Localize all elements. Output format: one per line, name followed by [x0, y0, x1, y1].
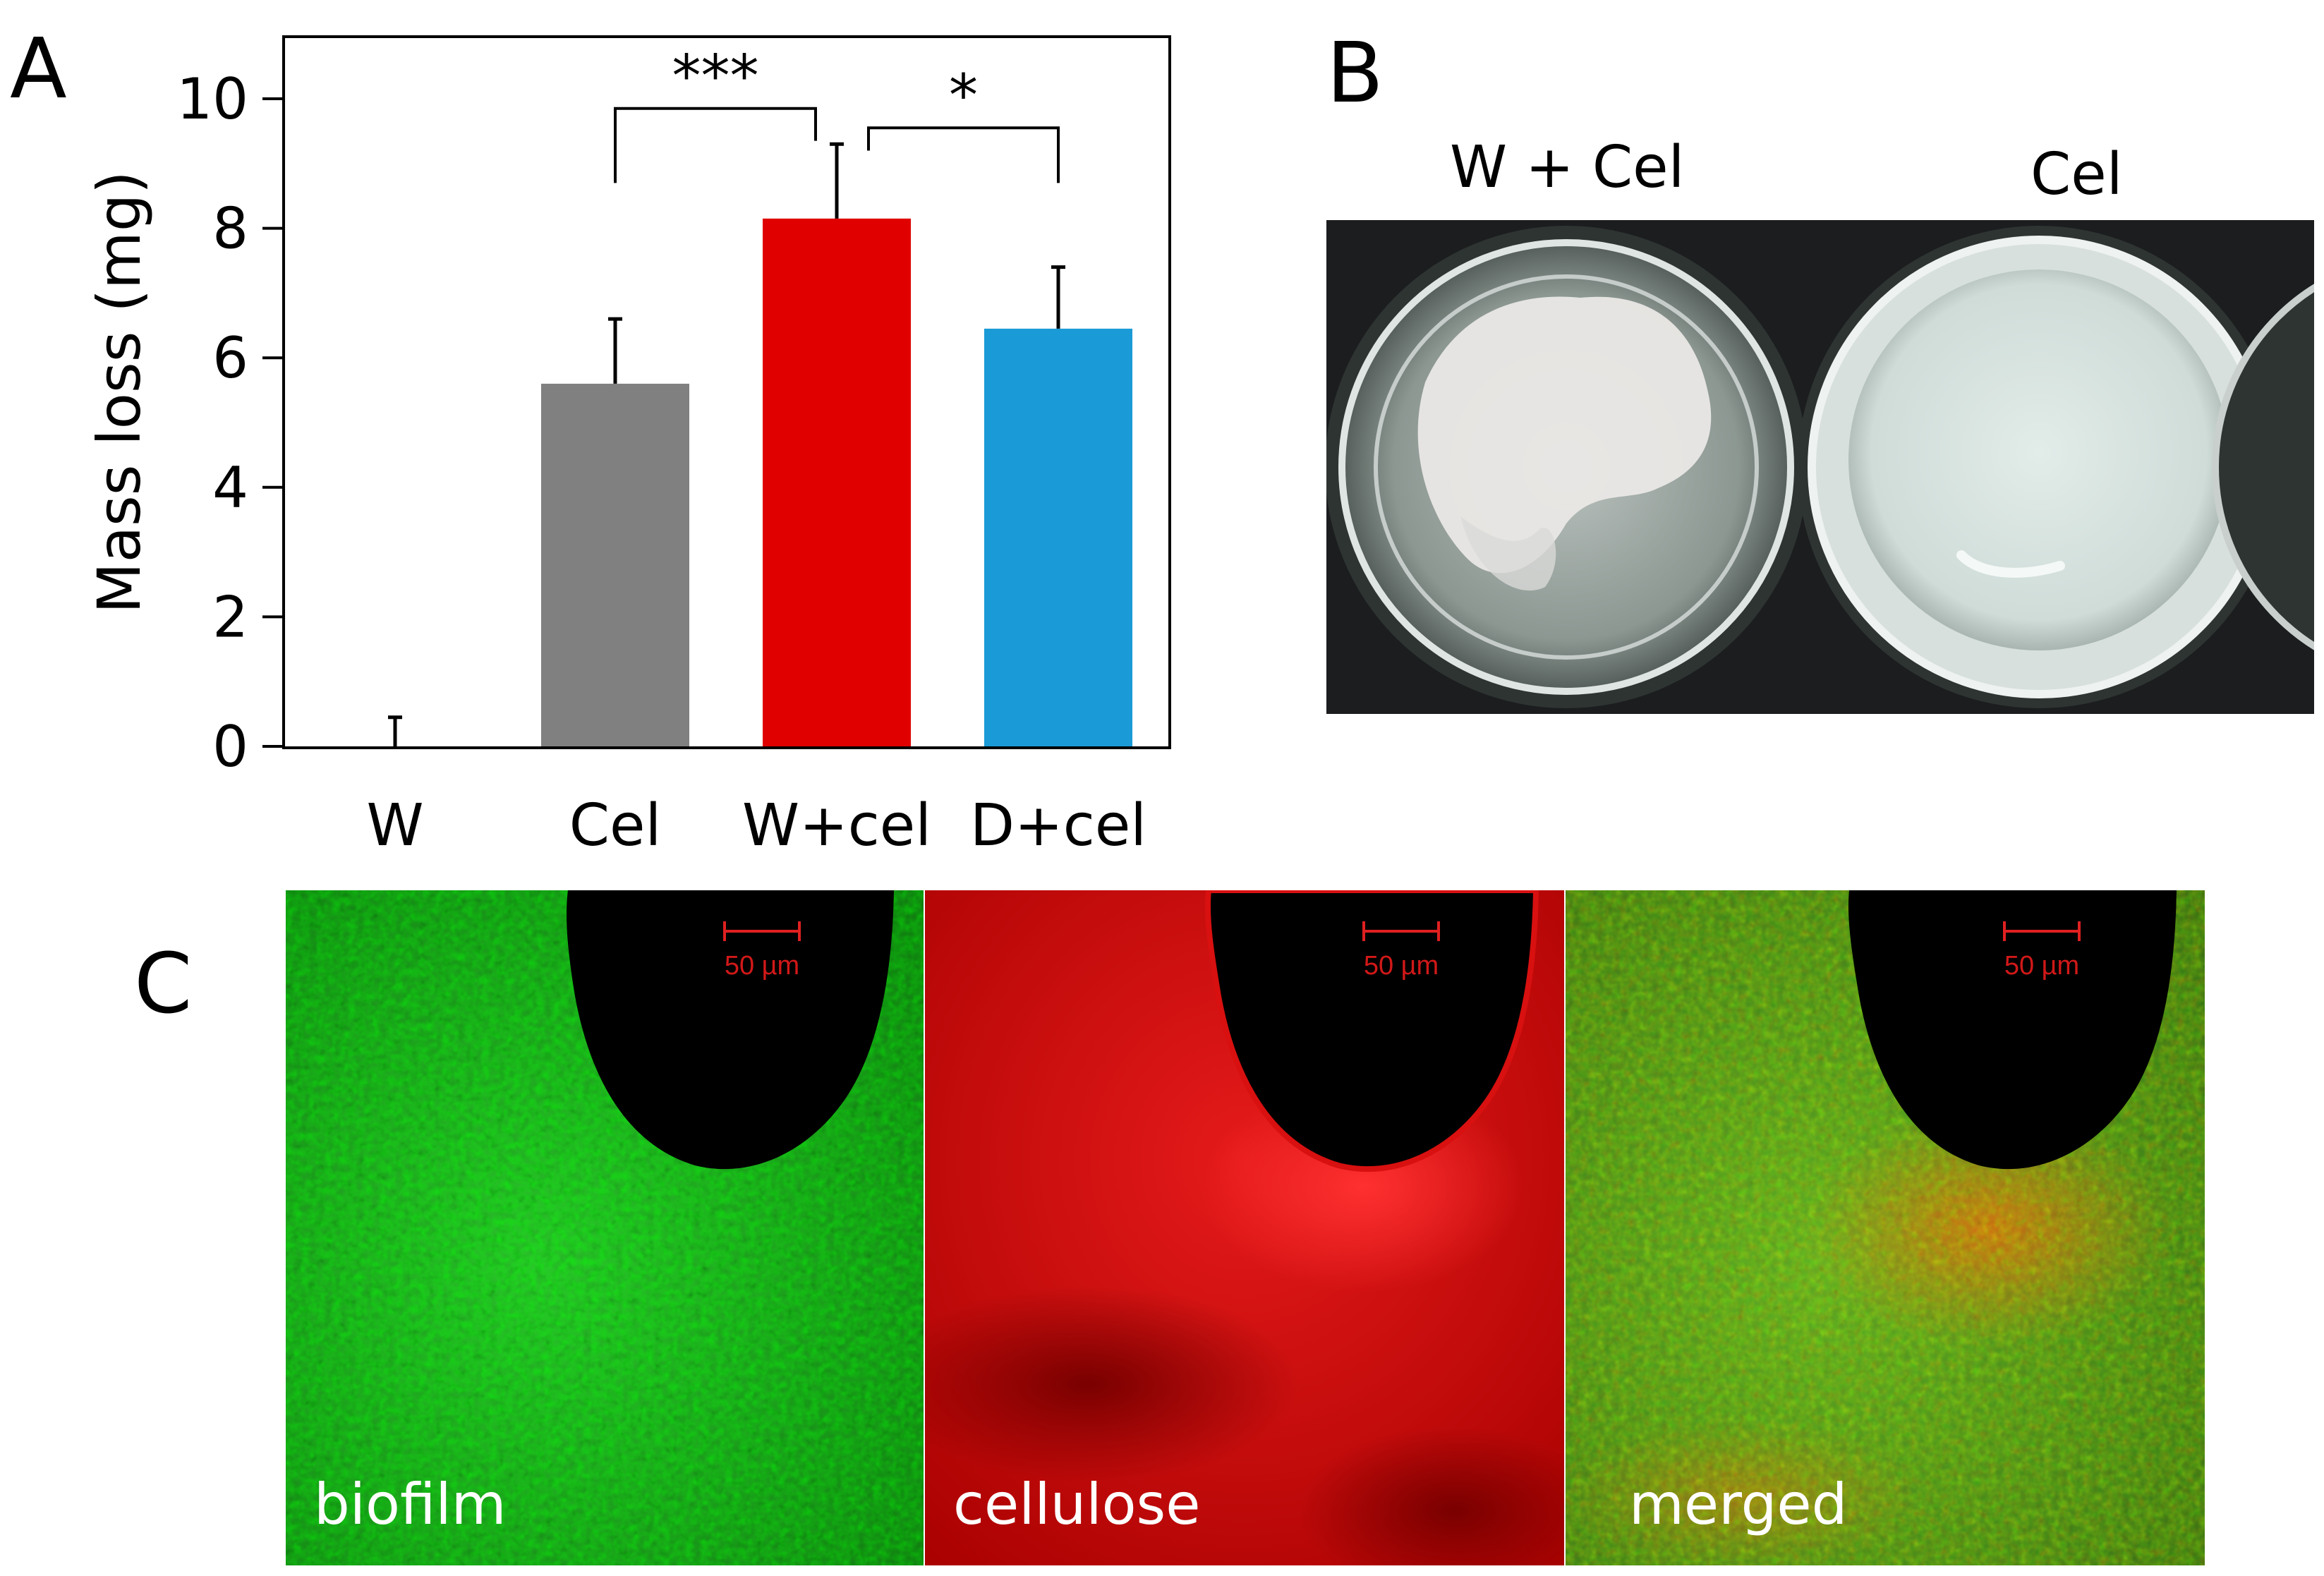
x-tick-label: W	[366, 792, 423, 859]
y-tick-label: 2	[212, 584, 248, 650]
significance-bracket	[867, 126, 1060, 183]
scale-bar	[723, 921, 801, 945]
y-tick-label: 8	[212, 196, 248, 262]
y-tick-label: 4	[212, 455, 248, 521]
x-tick-label: D+cel	[970, 792, 1146, 859]
plot-frame	[282, 35, 1171, 749]
well-label-w-cel: W + Cel	[1450, 134, 1685, 201]
well-label-cel: Cel	[2031, 141, 2123, 208]
caption-cellulose: cellulose	[953, 1472, 1201, 1537]
scale-bar-label: 50 µm	[724, 951, 800, 981]
well-plate-photo	[1326, 220, 2314, 714]
biofilm-image: 50 µm biofilm	[286, 890, 924, 1565]
significance-bracket	[614, 107, 817, 183]
y-axis-label: Mass loss (mg)	[85, 171, 154, 614]
significance-label: ***	[672, 43, 759, 110]
bar	[984, 328, 1132, 746]
scale-bar-label: 50 µm	[1363, 951, 1439, 981]
y-tick-label: 10	[176, 66, 248, 132]
x-tick-label: W+cel	[742, 792, 931, 859]
significance-label: *	[949, 62, 978, 129]
y-tick-label: 6	[212, 325, 248, 391]
bar	[541, 383, 689, 746]
panel-letter-c: C	[134, 935, 193, 1032]
panel-letter-a: A	[10, 20, 67, 117]
panel-letter-b: B	[1326, 24, 1384, 121]
x-tick-label: Cel	[569, 792, 662, 859]
cellulose-image: 50 µm cellulose	[925, 890, 1564, 1565]
caption-biofilm: biofilm	[314, 1472, 507, 1537]
bar	[763, 218, 911, 747]
scale-bar-label: 50 µm	[2004, 951, 2080, 981]
y-tick-label: 0	[212, 714, 248, 780]
scale-bar	[1362, 921, 1440, 945]
scale-bar	[2003, 921, 2081, 945]
merged-image: 50 µm merged	[1566, 890, 2205, 1565]
caption-merged: merged	[1629, 1472, 1848, 1537]
